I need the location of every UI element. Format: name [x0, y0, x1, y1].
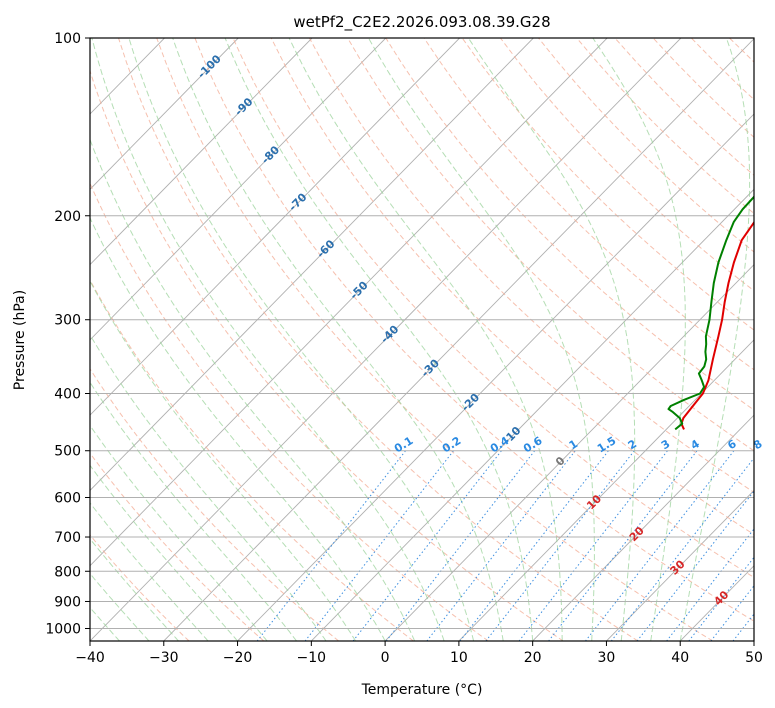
- isotherm-line: [90, 38, 460, 416]
- plot-frame: [89, 37, 755, 642]
- isotherm-line: [90, 38, 239, 190]
- dry-adiabat: [194, 38, 754, 622]
- y-tick-label: 300: [54, 313, 81, 329]
- y-tick-label: 700: [54, 530, 81, 546]
- mixing-ratio-line: [610, 457, 754, 641]
- dry-adiabat: [500, 38, 754, 292]
- dry-adiabat: [232, 38, 754, 579]
- y-tick-label: 600: [54, 490, 81, 506]
- mixing-ratio-line: [548, 450, 698, 641]
- y-axis-label: Pressure (hPa): [12, 290, 28, 390]
- moist-adiabat: [90, 280, 357, 641]
- dry-adiabat: [308, 38, 754, 493]
- y-tick-label: 800: [54, 564, 81, 580]
- isotherm-line: [163, 38, 754, 641]
- mixing-ratio-line: [459, 450, 609, 641]
- moist-adiabat: [172, 38, 504, 641]
- dry-adiabat: [270, 38, 754, 536]
- dry-adiabat: [118, 38, 639, 641]
- moist-adiabat: [90, 502, 209, 641]
- moist-adiabat: [679, 38, 751, 641]
- moist-adiabat: [90, 333, 327, 641]
- isotherm-line: [237, 113, 754, 641]
- moist-adiabat: [90, 464, 238, 641]
- dry-adiabat: [90, 69, 564, 641]
- x-tick-label: −30: [149, 650, 179, 666]
- mixing-ratio-line: [304, 450, 454, 641]
- y-tick-label: 900: [54, 594, 81, 610]
- mixing-ratio-line: [385, 450, 536, 641]
- moist-adiabat: [90, 424, 268, 641]
- dewpoint-profile-line: [667, 156, 754, 431]
- mixing-ratio-line: [636, 490, 754, 641]
- y-tick-label: 1000: [45, 621, 81, 637]
- mixing-ratio-line: [688, 556, 754, 641]
- moist-adiabat: [91, 38, 445, 641]
- moist-adiabat: [128, 38, 475, 641]
- mixing-ratio-line: [256, 450, 406, 641]
- mixing-ratio-label: 10: [774, 435, 775, 454]
- isotherm-line: [753, 640, 754, 641]
- x-axis-label: Temperature (°C): [361, 682, 483, 698]
- mixing-ratio-line: [485, 450, 635, 641]
- isotherm-line: [458, 339, 754, 641]
- moist-adiabat: [467, 38, 636, 641]
- x-tick-label: −40: [75, 650, 105, 666]
- isotherm-line: [532, 414, 754, 641]
- dry-adiabat: [423, 38, 754, 371]
- dry-adiabat: [385, 38, 754, 411]
- x-tick-label: 50: [745, 650, 763, 666]
- mixing-ratio-line: [352, 450, 502, 641]
- plot-area: [90, 38, 754, 641]
- moist-adiabat: [90, 381, 297, 641]
- y-tick-label: 400: [54, 387, 81, 403]
- isotherm-line: [90, 38, 534, 492]
- isotherm-line: [90, 38, 682, 641]
- dry-adiabat: [90, 534, 190, 641]
- x-tick-label: −20: [223, 650, 253, 666]
- isotherm-line: [384, 263, 754, 641]
- dry-adiabat: [768, 38, 775, 641]
- moist-adiabat: [90, 138, 416, 641]
- mixing-ratio-line: [710, 584, 754, 641]
- moist-adiabat: [224, 38, 534, 641]
- mixing-ratio-line: [666, 528, 754, 641]
- moist-adiabat: [90, 538, 179, 641]
- moist-adiabat: [90, 572, 150, 641]
- x-tick-label: −10: [297, 650, 327, 666]
- moist-adiabat: [368, 38, 595, 641]
- mixing-ratio-line: [518, 450, 668, 641]
- moist-adiabat: [288, 38, 563, 641]
- isotherm-line: [90, 38, 608, 567]
- x-tick-label: 30: [598, 650, 616, 666]
- isotherm-line: [606, 489, 754, 641]
- x-tick-label: 0: [381, 650, 390, 666]
- y-tick-label: 100: [54, 31, 81, 47]
- dry-adiabat: [90, 278, 414, 641]
- x-tick-label: 20: [524, 650, 542, 666]
- x-tick-label: 10: [450, 650, 468, 666]
- mixing-ratio-line: [755, 451, 775, 641]
- y-tick-label: 500: [54, 444, 81, 460]
- x-tick-label: 40: [671, 650, 689, 666]
- y-tick-label: 200: [54, 209, 81, 225]
- dry-adiabat: [90, 182, 489, 641]
- temperature-profile-line: [680, 220, 754, 430]
- moist-adiabat: [592, 38, 686, 641]
- chart-title: wetPf2_C2E2.2026.093.08.39.G28: [293, 13, 550, 32]
- mixing-ratio-line: [585, 450, 735, 641]
- dry-adiabat: [156, 38, 713, 641]
- moist-adiabat: [90, 216, 386, 641]
- mixing-ratio-line: [426, 450, 576, 641]
- isotherm-line: [90, 38, 313, 266]
